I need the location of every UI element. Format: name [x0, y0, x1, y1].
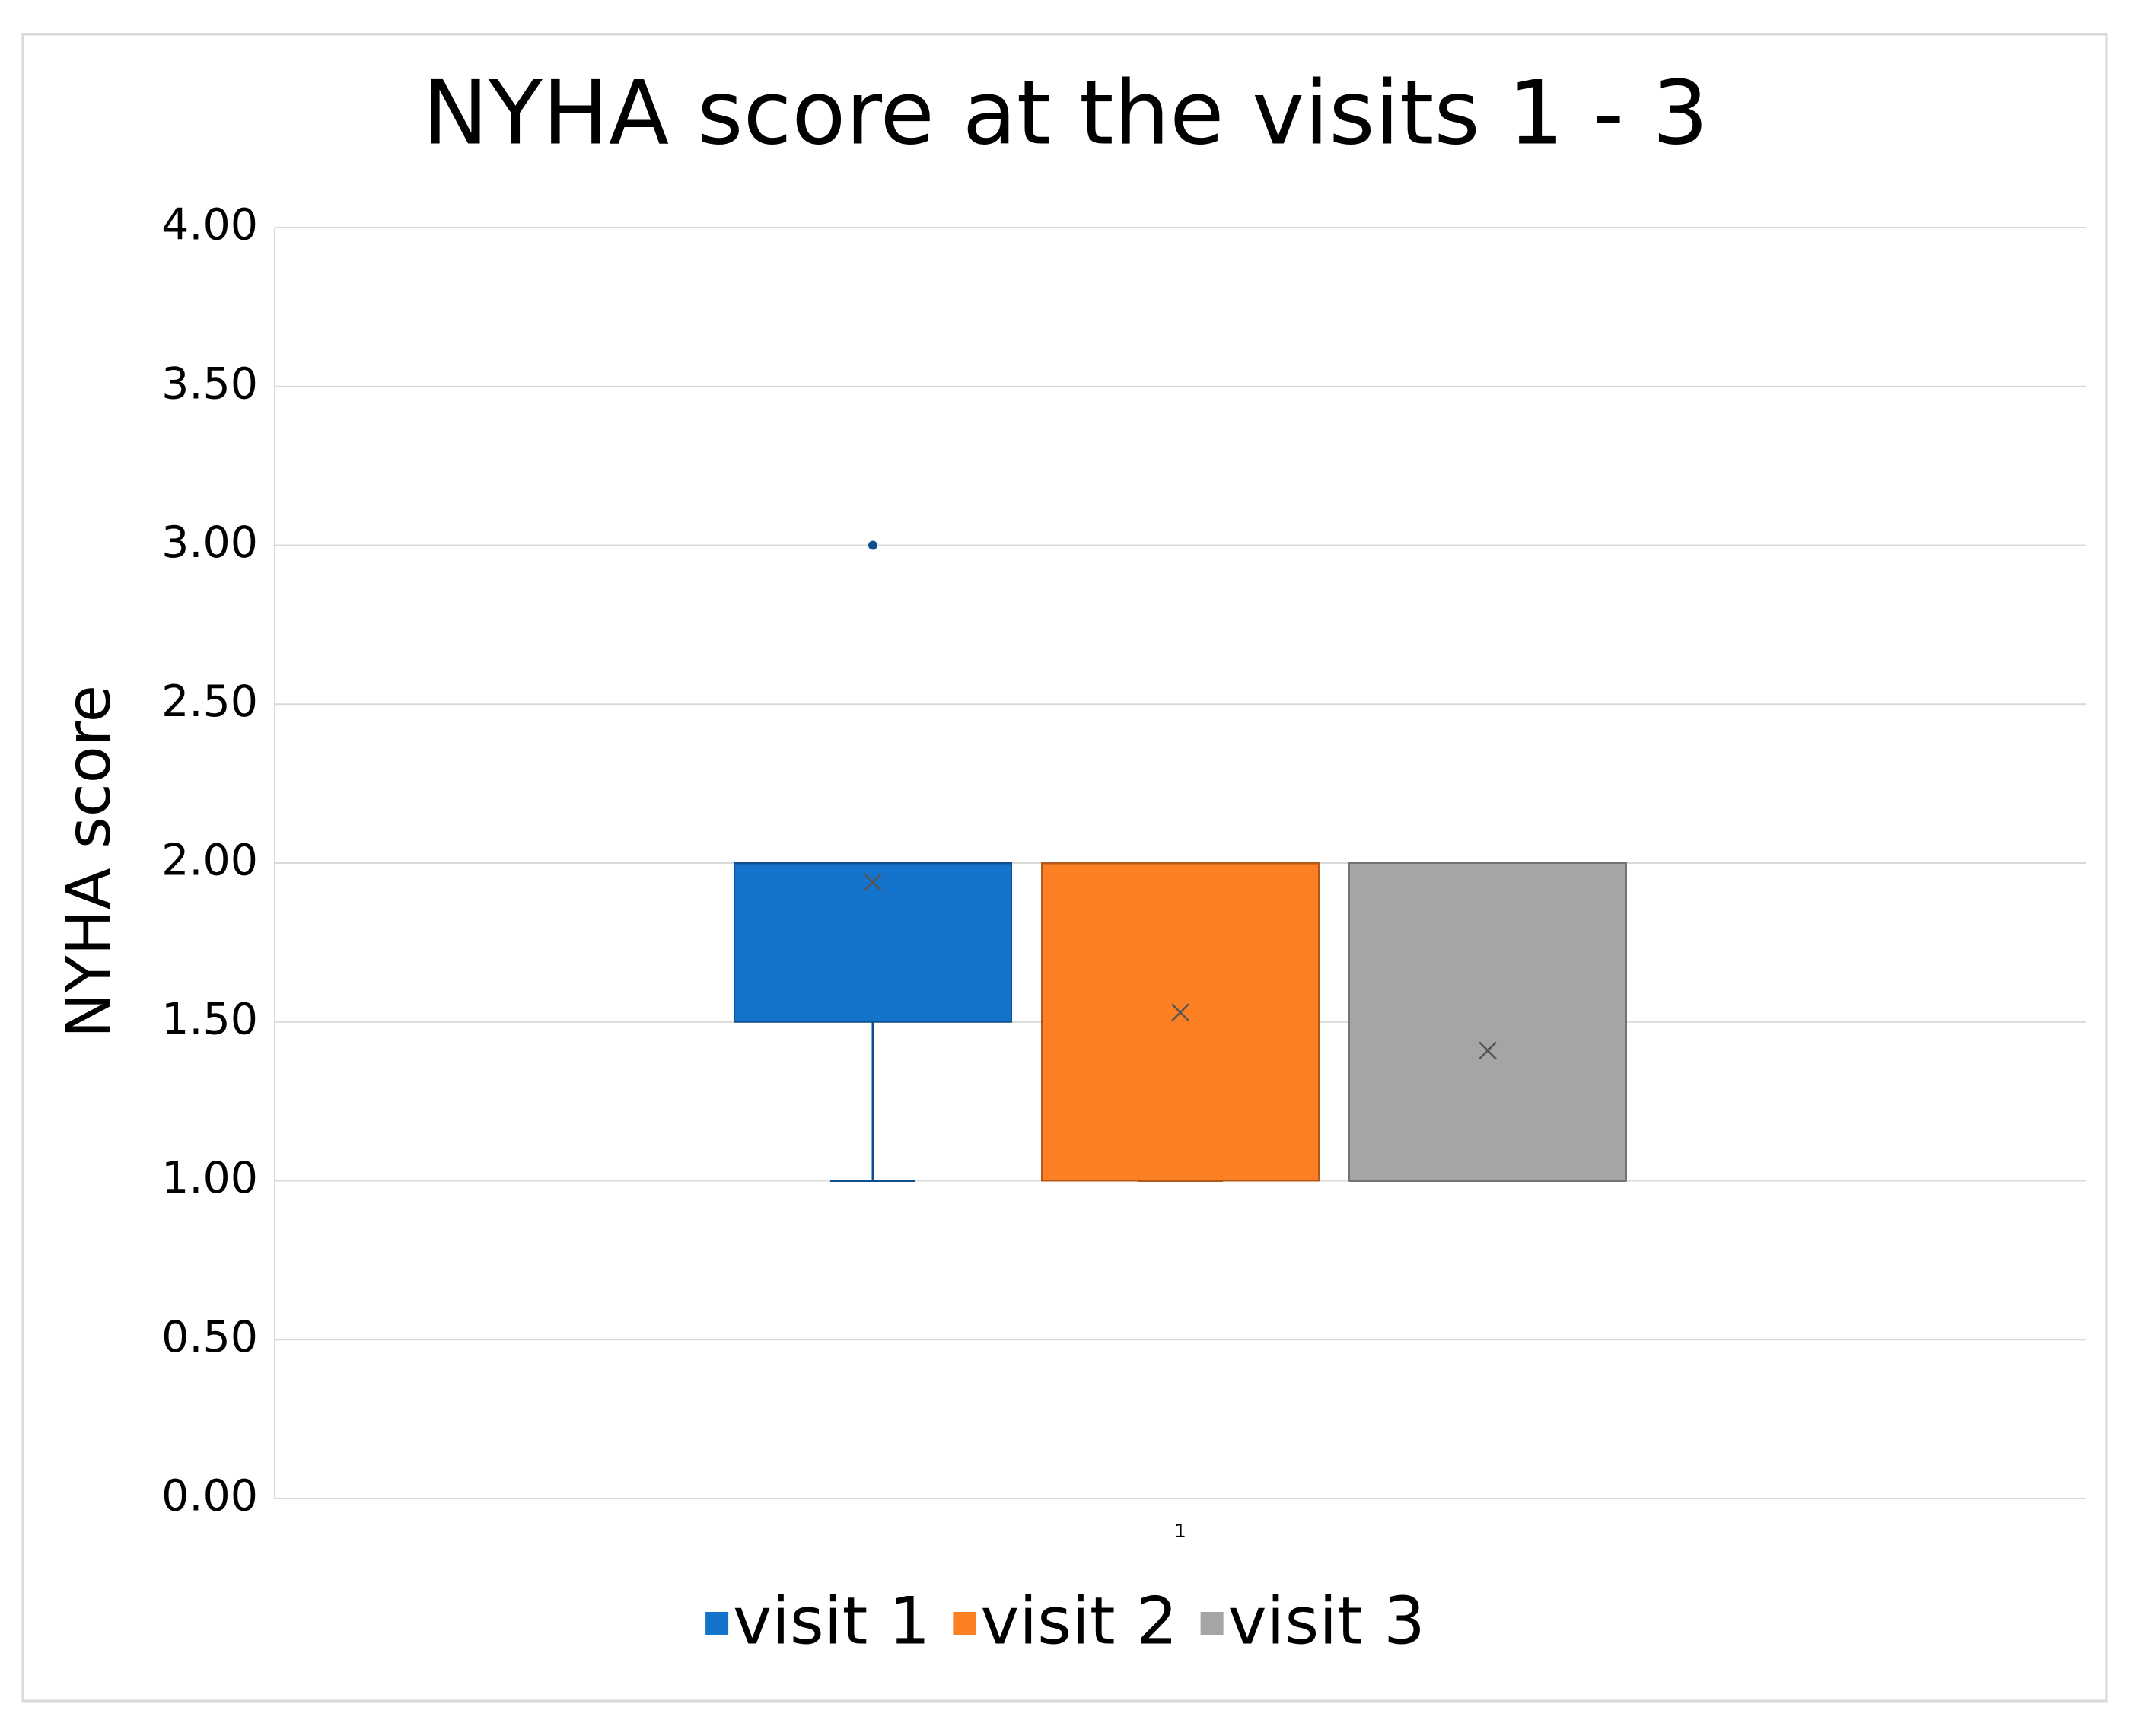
box [1348, 862, 1627, 1182]
box [1041, 862, 1320, 1182]
y-tick-label: 3.50 [161, 358, 258, 409]
y-tick-label: 1.00 [161, 1153, 258, 1203]
y-axis-label: NYHA score [53, 685, 124, 1038]
y-tick-label: 3.00 [161, 518, 258, 568]
y-tick-label: 4.00 [161, 200, 258, 250]
outlier [868, 540, 877, 550]
mean-marker [864, 873, 882, 891]
legend-label: visit 1 [733, 1583, 930, 1659]
legend-swatch [1200, 1612, 1224, 1635]
legend-label: visit 2 [980, 1583, 1177, 1659]
chart-title: NYHA score at the visits 1 - 3 [422, 62, 1708, 165]
y-tick-label: 2.00 [161, 836, 258, 886]
x-tick-label: 1 [1174, 1520, 1186, 1542]
y-tick-label: 0.50 [161, 1312, 258, 1362]
legend-label: visit 3 [1228, 1583, 1425, 1659]
y-tick-label: 0.00 [161, 1471, 258, 1521]
y-tick-label: 2.50 [161, 677, 258, 727]
legend-swatch [705, 1612, 729, 1635]
legend-swatch [953, 1612, 976, 1635]
y-tick-label: 1.50 [161, 994, 258, 1044]
mean-marker [1479, 1041, 1497, 1060]
mean-marker [1171, 1003, 1189, 1022]
box [734, 862, 1012, 1023]
